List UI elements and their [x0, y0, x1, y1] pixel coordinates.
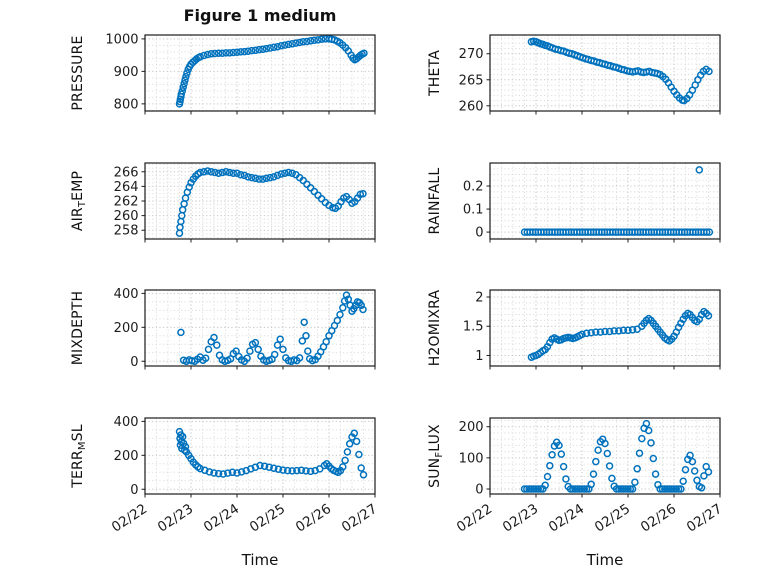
svg-text:02/22: 02/22: [109, 501, 150, 536]
axes-box: [144, 289, 376, 367]
svg-text:900: 900: [114, 65, 139, 80]
tick-marks: [486, 296, 721, 370]
svg-text:200: 200: [114, 449, 139, 464]
y-tick-labels: 0 100 200: [459, 420, 484, 497]
svg-text:0.2: 0.2: [463, 180, 484, 195]
svg-text:02/22: 02/22: [454, 501, 495, 536]
x-tick-labels: 02/22 02/23 02/24 02/25 02/26 02/27: [454, 501, 725, 536]
data-point-markers: [520, 166, 714, 236]
svg-text:02/27: 02/27: [684, 501, 725, 536]
svg-text:400: 400: [114, 415, 139, 430]
axes-box: [144, 417, 376, 495]
y-tick-labels: 260 265 270: [459, 47, 484, 114]
chart-canvas-sun_flux: 0 100 200 02/22 02/23 02/24 02/25 02/26 02/27: [454, 417, 725, 536]
svg-text:264: 264: [114, 180, 139, 195]
data-point-markers: [527, 37, 713, 105]
svg-text:02/25: 02/25: [592, 501, 633, 536]
svg-text:02/23: 02/23: [500, 501, 541, 536]
svg-text:260: 260: [114, 209, 139, 224]
x-axis-label-time-right: Time: [586, 551, 624, 569]
subplot-terr-msl: 0 200 400 02/22 02/23 02/24 02/25 02/26 02/27: [67, 414, 383, 568]
minor-grid: [145, 418, 375, 494]
subplot-theta: 260 265 270: [412, 31, 728, 125]
tick-marks: [141, 38, 376, 115]
minor-grid: [145, 35, 375, 111]
svg-text:200: 200: [459, 420, 484, 435]
svg-text:100: 100: [459, 451, 484, 466]
svg-text:02/26: 02/26: [638, 501, 679, 536]
minor-grid: [490, 418, 720, 494]
svg-text:0: 0: [475, 226, 483, 241]
y-tick-labels: 800 900 1000: [105, 32, 138, 112]
svg-text:800: 800: [114, 97, 139, 112]
axes-box: [144, 34, 376, 112]
svg-text:0: 0: [130, 355, 138, 370]
axes-box: [489, 34, 721, 112]
svg-text:270: 270: [459, 47, 484, 62]
x-tick-labels: 02/22 02/23 02/24 02/25 02/26 02/27: [109, 501, 380, 536]
major-grid: [489, 35, 721, 111]
svg-text:2: 2: [475, 291, 483, 306]
subplot-pressure: 800 900 1000: [67, 31, 383, 125]
axes-box: [489, 417, 721, 495]
data-point-markers: [177, 291, 367, 366]
svg-text:260: 260: [459, 99, 484, 114]
svg-text:0: 0: [130, 483, 138, 498]
data-point-markers: [520, 419, 713, 493]
subplot-rainfall: 0 0.1 0.2: [412, 159, 728, 253]
data-point-markers: [175, 427, 368, 479]
svg-text:0: 0: [475, 483, 483, 498]
subplot-sun-flux: 0 100 200 02/22 02/23 02/24 02/25 02/26 02/27: [412, 414, 728, 568]
y-tick-labels: 0 200 400: [114, 415, 139, 498]
y-tick-labels: 0 200 400: [114, 287, 139, 370]
x-axis-label-time-left: Time: [241, 551, 279, 569]
tick-marks: [141, 292, 376, 370]
major-grid: [144, 418, 376, 494]
chart-canvas-theta: 260 265 270: [459, 34, 721, 115]
subplot-mixdepth: 0 200 400: [67, 286, 383, 380]
chart-canvas-rainfall: 0 0.1 0.2: [463, 162, 721, 243]
svg-text:02/23: 02/23: [155, 501, 196, 536]
subplot-h2omixra: 1 1.5 2: [412, 286, 728, 380]
svg-text:02/25: 02/25: [247, 501, 288, 536]
minor-grid: [145, 290, 375, 366]
y-tick-labels: 0 0.1 0.2: [463, 180, 484, 241]
svg-text:02/27: 02/27: [339, 501, 380, 536]
subplot-air-temp: 258 260 262 264 266: [67, 159, 383, 253]
tick-marks: [486, 53, 721, 115]
axes-box: [489, 162, 721, 240]
tick-marks: [141, 420, 376, 498]
data-point-markers: [527, 307, 713, 361]
svg-text:400: 400: [114, 287, 139, 302]
svg-text:1: 1: [475, 349, 483, 364]
chart-canvas-h2omixra: 11.52: [463, 289, 721, 370]
svg-text:02/24: 02/24: [201, 501, 242, 536]
chart-canvas-terr_msl: 0 200 400 02/22 02/23 02/24 02/25 02/26 02/27: [109, 415, 380, 536]
chart-canvas-pressure: 800 900 1000: [105, 32, 376, 115]
tick-marks: [141, 171, 376, 243]
chart-canvas-mixdepth: 0 200 400: [114, 287, 376, 370]
tick-marks: [486, 426, 721, 498]
svg-text:262: 262: [114, 195, 139, 210]
svg-text:265: 265: [459, 73, 484, 88]
axes-box: [489, 289, 721, 367]
svg-text:1000: 1000: [105, 32, 138, 47]
svg-text:02/24: 02/24: [546, 501, 587, 536]
tick-marks: [486, 185, 721, 243]
svg-text:258: 258: [114, 224, 139, 239]
y-tick-labels: 11.52: [463, 291, 484, 364]
data-point-markers: [175, 35, 368, 108]
major-grid: [144, 163, 376, 239]
svg-text:0.1: 0.1: [463, 203, 484, 218]
svg-text:200: 200: [114, 321, 139, 336]
svg-text:266: 266: [114, 165, 139, 180]
svg-text:02/26: 02/26: [293, 501, 334, 536]
minor-grid: [490, 162, 720, 239]
svg-text:1.5: 1.5: [463, 320, 484, 335]
figure-title: Figure 1 medium: [183, 6, 337, 25]
data-point-markers: [175, 167, 367, 237]
